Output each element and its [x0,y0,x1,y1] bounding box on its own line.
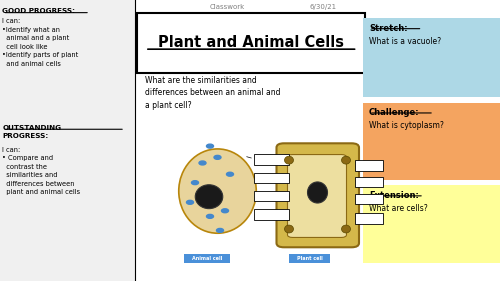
Text: Challenge:: Challenge: [369,108,420,117]
Ellipse shape [342,225,350,233]
Bar [355,213,382,224]
Bar [355,160,382,171]
FancyBboxPatch shape [288,155,346,237]
Text: I can:
• Compare and
  contrast the
  similarities and
  differences between
  p: I can: • Compare and contrast the simila… [2,147,80,195]
Text: Stretch:: Stretch: [369,24,408,33]
Ellipse shape [179,149,256,233]
Bar [254,209,289,220]
Bar [254,154,289,165]
FancyBboxPatch shape [0,0,135,281]
Ellipse shape [195,185,223,209]
Ellipse shape [284,156,294,164]
Bar [184,254,230,263]
FancyBboxPatch shape [362,103,500,180]
Text: What is a vacuole?: What is a vacuole? [369,37,441,46]
FancyBboxPatch shape [362,18,500,97]
Text: Extension:: Extension: [369,191,419,200]
Circle shape [186,200,194,204]
Circle shape [226,172,234,176]
FancyBboxPatch shape [276,143,359,247]
Circle shape [222,209,228,213]
Text: Plant and Animal Cells: Plant and Animal Cells [158,35,344,50]
Bar [254,191,289,201]
Bar [355,194,382,204]
Text: What are cells?: What are cells? [369,204,428,213]
Circle shape [214,155,221,159]
Bar [355,177,382,187]
Text: GOOD PROGRESS:: GOOD PROGRESS: [2,8,76,14]
Ellipse shape [308,182,328,203]
FancyBboxPatch shape [138,13,365,73]
Text: What is cytoplasm?: What is cytoplasm? [369,121,444,130]
Text: I can:
•Identify what an
  animal and a plant
  cell look like
•Identify parts o: I can: •Identify what an animal and a pl… [2,18,79,67]
Circle shape [206,214,214,218]
Text: Animal cell: Animal cell [192,256,222,261]
Ellipse shape [342,156,350,164]
Bar [289,254,330,263]
Text: OUTSTANDING
PROGRESS:: OUTSTANDING PROGRESS: [2,125,62,139]
Circle shape [199,161,206,165]
Text: 6/30/21: 6/30/21 [310,4,337,10]
FancyBboxPatch shape [362,185,500,263]
Circle shape [216,228,224,232]
Bar [254,173,289,183]
Text: Classwork: Classwork [210,4,245,10]
Text: What are the similarities and
differences between an animal and
a plant cell?: What are the similarities and difference… [145,76,280,110]
Text: Plant cell: Plant cell [296,256,322,261]
Ellipse shape [284,225,294,233]
Circle shape [206,144,214,148]
Circle shape [192,181,198,185]
